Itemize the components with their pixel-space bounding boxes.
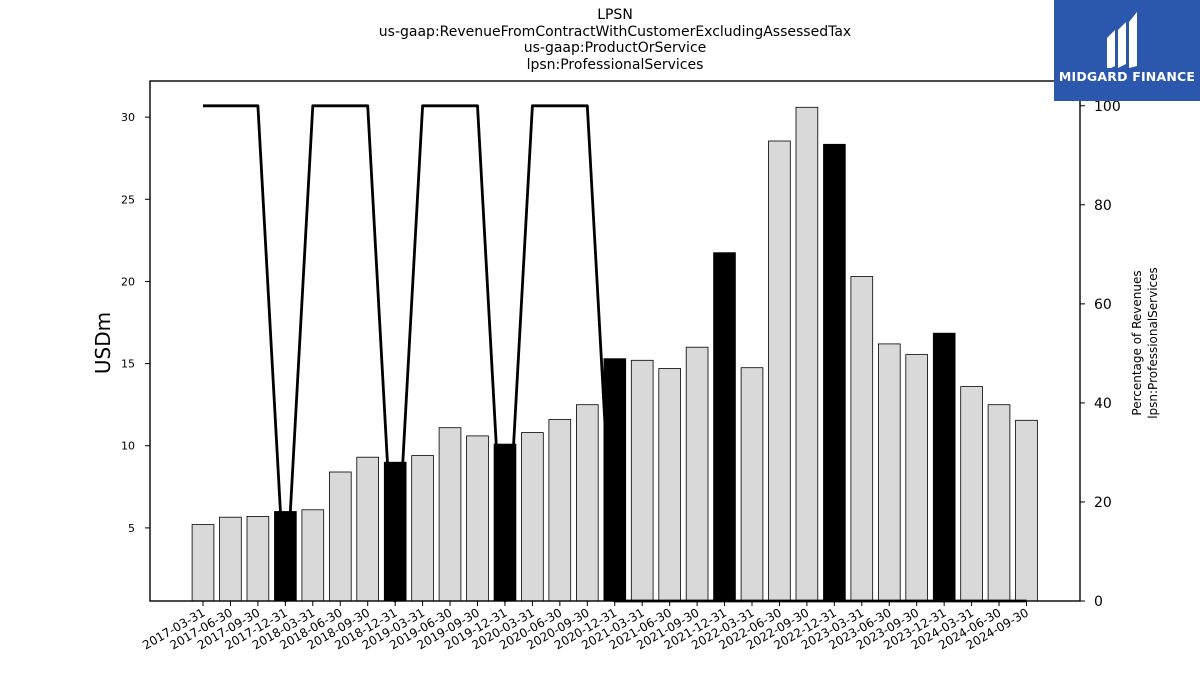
bar-2021-06-30 — [658, 368, 681, 602]
bar-2023-12-31 — [932, 332, 956, 602]
bar-2018-09-30 — [356, 456, 379, 602]
bar-2019-06-30 — [438, 427, 462, 602]
midgard-finance-logo: MIDGARD FINANCE — [1054, 0, 1200, 101]
bar-2020-03-31 — [521, 432, 544, 602]
bar-2021-03-31 — [630, 359, 654, 602]
y-tick-label-30: 30 — [121, 111, 135, 124]
y-tick-label-20: 20 — [121, 275, 135, 288]
bar-2018-06-30 — [328, 471, 352, 602]
y2-tick-label-0: 0 — [1094, 594, 1103, 610]
y2-tick-label-60: 60 — [1094, 297, 1112, 313]
logo-text: MIDGARD FINANCE — [1058, 69, 1196, 84]
bar-2024-06-30 — [987, 404, 1011, 602]
y-tick-label-15: 15 — [121, 358, 135, 371]
bar-2020-06-30 — [548, 419, 572, 602]
y-tick-label-10: 10 — [121, 440, 135, 453]
y-tick-label-25: 25 — [121, 193, 135, 206]
y2-tick-label-40: 40 — [1094, 396, 1112, 412]
bar-2020-09-30 — [576, 404, 599, 602]
bar-2022-06-30 — [768, 140, 791, 602]
bar-2019-03-31 — [411, 455, 434, 602]
bar-2022-12-31 — [823, 143, 846, 602]
chart-subtitle-axis: us-gaap:ProductOrService — [523, 40, 707, 56]
bar-2019-09-30 — [466, 435, 489, 602]
bar-2017-09-30 — [246, 516, 270, 602]
bar-2017-03-31 — [191, 524, 215, 602]
y2-tick-label-100: 100 — [1094, 99, 1121, 115]
y2-axis-label-line-1: Percentage of Revenues — [1130, 270, 1144, 415]
bar-2023-09-30 — [905, 354, 928, 602]
bar-2022-03-31 — [740, 367, 764, 602]
bar-2021-09-30 — [685, 346, 709, 602]
y-axis-label: USDm — [91, 312, 115, 374]
logo-mark-icon — [1107, 12, 1137, 68]
y2-tick-label-20: 20 — [1094, 495, 1112, 511]
bar-2023-03-31 — [850, 276, 874, 602]
bar-2024-09-30 — [1015, 419, 1038, 602]
bar-2024-03-31 — [960, 386, 983, 602]
bar-2022-09-30 — [795, 106, 819, 602]
bar-2017-06-30 — [219, 516, 242, 602]
bar-2021-12-31 — [713, 252, 736, 602]
chart-subtitle-member: lpsn:ProfessionalServices — [526, 56, 704, 73]
y-tick-label-5: 5 — [128, 522, 135, 535]
chart-subtitle-concept: us-gaap:RevenueFromContractWithCustomerE… — [378, 23, 852, 40]
chart-title: LPSN — [597, 7, 633, 23]
bar-2023-06-30 — [878, 343, 901, 602]
y2-tick-label-80: 80 — [1094, 198, 1112, 214]
chart-title-block: LPSN us-gaap:RevenueFromContractWithCust… — [150, 7, 1080, 73]
bar-2018-03-31 — [301, 509, 325, 602]
y2-axis-label-line-2: lpsn:ProfessionalServices — [1146, 267, 1160, 419]
